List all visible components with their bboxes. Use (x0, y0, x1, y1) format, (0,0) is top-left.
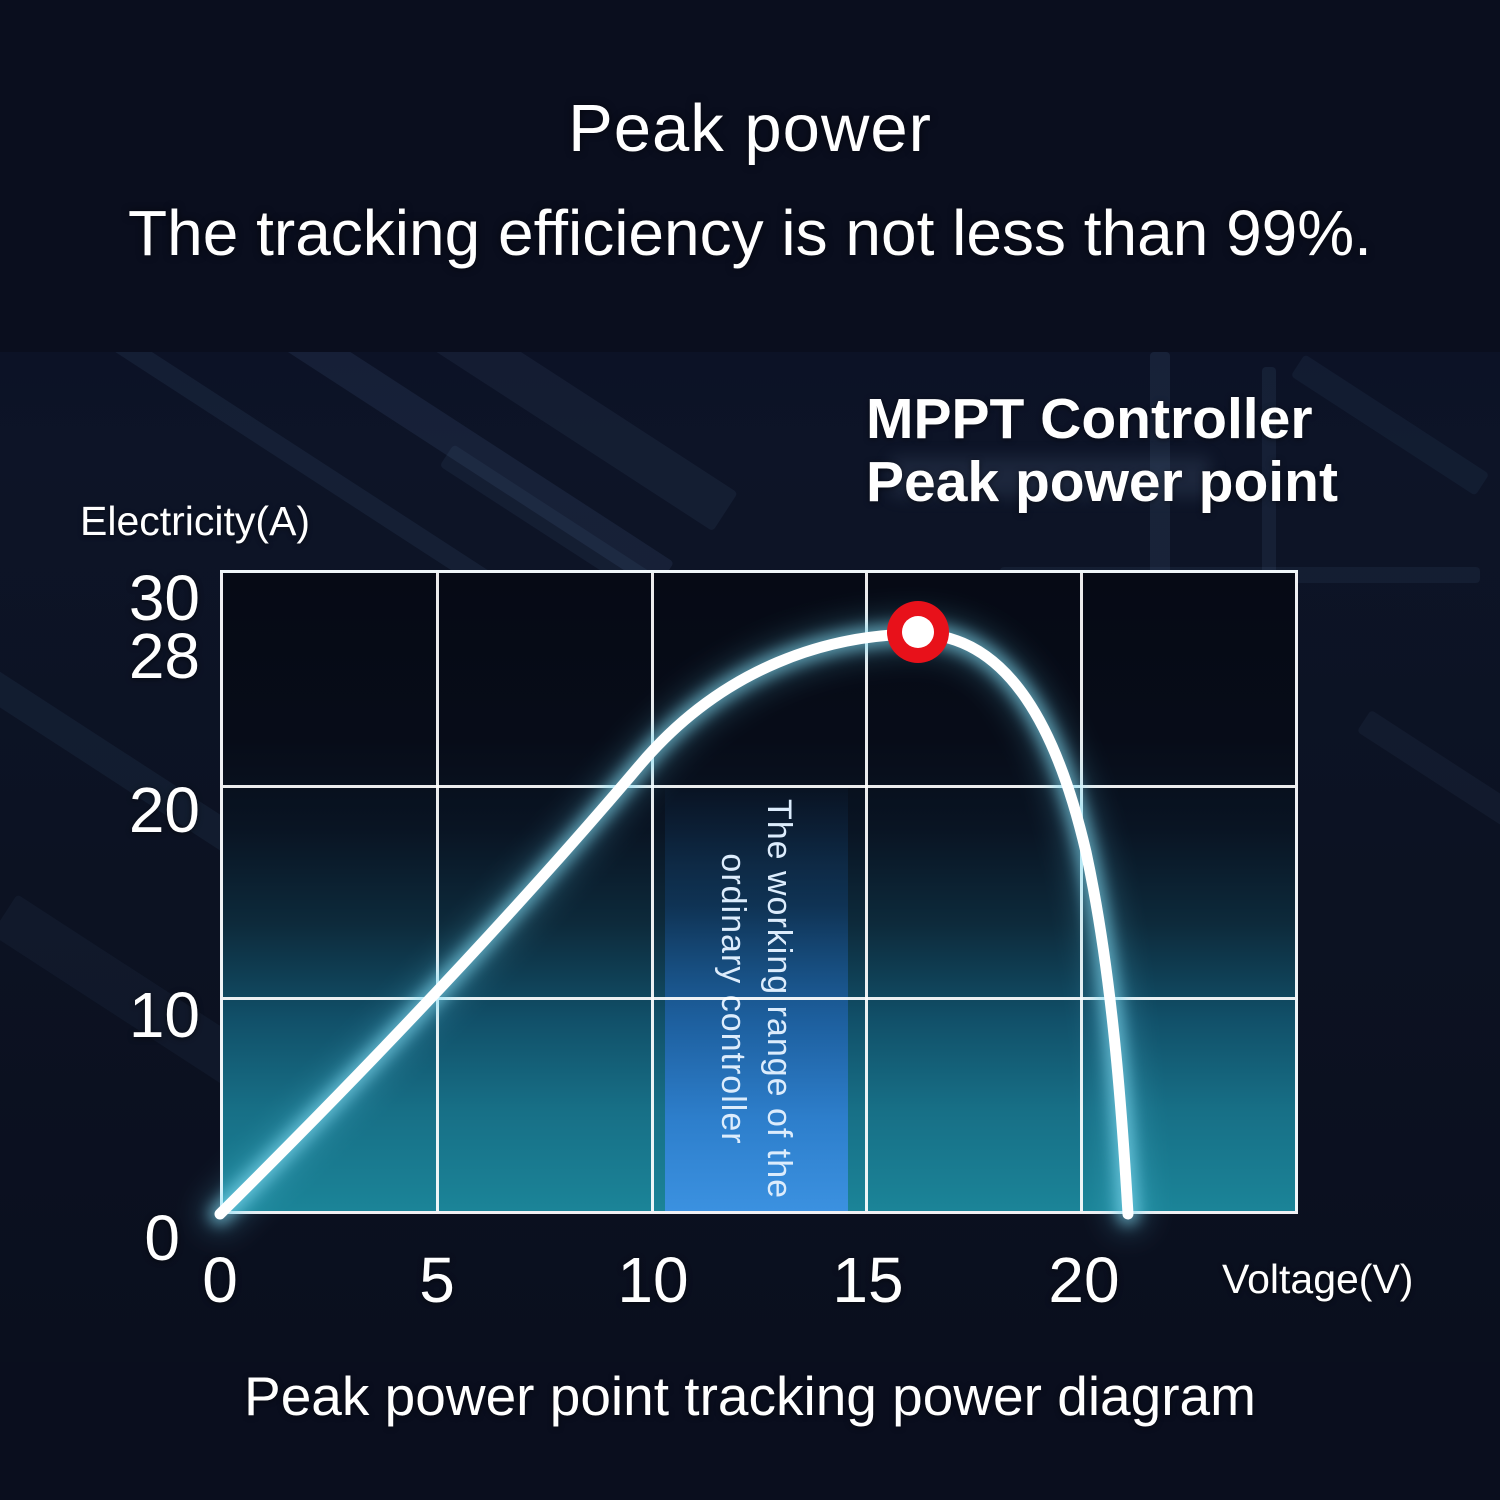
plot-area: The working range of the ordinary contro… (200, 570, 1298, 1234)
x-tick-20: 20 (1048, 1244, 1120, 1316)
grid-line-v-15 (865, 573, 869, 1211)
y-tick-0: 0 (144, 1202, 180, 1274)
x-tick-15: 15 (832, 1244, 904, 1316)
y-tick-30: 30 (128, 562, 200, 634)
iv-curve-glow (209, 622, 1139, 1225)
annotation-line2: Peak power point (866, 450, 1338, 514)
grid-line-h-10 (223, 997, 1295, 1001)
x-tick-0: 0 (202, 1244, 238, 1316)
y-axis-title: Electricity(A) (80, 498, 311, 544)
circuit-trace (890, 457, 1210, 497)
grid-line-h-20 (223, 784, 1295, 788)
annotation-line1: MPPT Controller (866, 387, 1313, 451)
y-tick-20: 20 (128, 774, 200, 846)
page-subtitle: The tracking efficiency is not less than… (128, 197, 1372, 269)
y-tick-10: 10 (128, 979, 200, 1051)
grid-line-v-5 (436, 573, 440, 1211)
x-tick-10: 10 (617, 1244, 689, 1316)
x-axis-title: Voltage(V) (1222, 1256, 1414, 1302)
chart-annotation: MPPT Controller Peak power point (866, 388, 1338, 514)
iv-curve-svg (200, 601, 1148, 1234)
circuit-trace (1356, 709, 1500, 961)
page-title: Peak power (568, 91, 932, 166)
y-tick-28: 28 (128, 620, 200, 692)
chart-caption: Peak power point tracking power diagram (244, 1365, 1256, 1427)
grid-line-v-10 (650, 573, 654, 1211)
peak-marker-center (902, 616, 934, 648)
x-tick-5: 5 (419, 1244, 455, 1316)
